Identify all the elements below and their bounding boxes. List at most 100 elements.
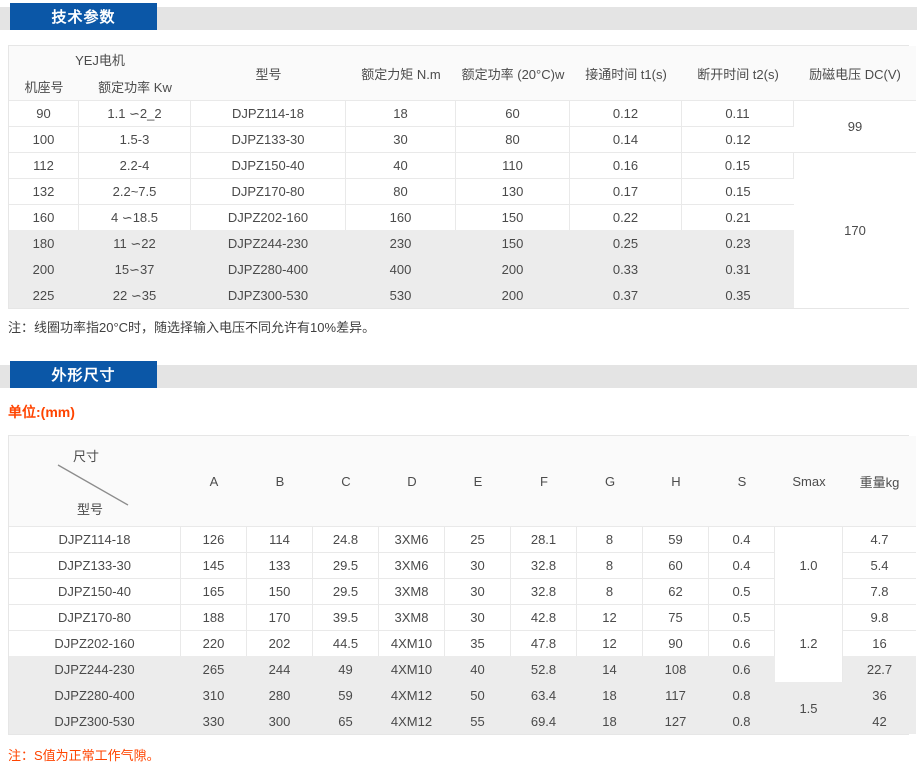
table-cell: 117 [643, 682, 709, 708]
table-cell: 29.5 [313, 578, 379, 604]
table-cell: 3XM6 [379, 526, 445, 552]
table-cell: 0.5 [709, 604, 775, 630]
weight-cell: 4.7 [843, 526, 916, 552]
weight-cell: 16 [843, 630, 916, 656]
table-cell: 133 [247, 552, 313, 578]
tech-col-model: 型号 [191, 46, 346, 100]
table-cell: 114 [247, 526, 313, 552]
table-cell: 230 [346, 230, 456, 256]
dims-col-h: H [643, 436, 709, 526]
table-cell: 4XM10 [379, 656, 445, 682]
dims-table: 尺寸 型号 A B C D E F G H S Smax [9, 436, 916, 734]
weight-cell: 42 [843, 708, 916, 734]
table-cell: 8 [577, 578, 643, 604]
table-cell: 3XM6 [379, 552, 445, 578]
table-cell: 300 [247, 708, 313, 734]
tech-col-frame: 机座号 [9, 73, 79, 100]
table-cell: 8 [577, 552, 643, 578]
tech-table-row: 90 1.1 ∽2_2 DJPZ114-18 18 60 0.12 0.11 99 [9, 100, 916, 152]
dims-table-wrap: 尺寸 型号 A B C D E F G H S Smax [8, 435, 916, 735]
table-cell: 202 [247, 630, 313, 656]
table-cell: 130 [456, 178, 570, 204]
table-cell: 25 [445, 526, 511, 552]
table-cell: 18 [346, 100, 456, 126]
table-cell: 62 [643, 578, 709, 604]
table-cell: 52.8 [511, 656, 577, 682]
dims-table-row: DJPZ300-530 330 300 65 4XM12 55 69.4 18 127 0.8 42 [9, 708, 916, 734]
model-cell: DJPZ170-80 [9, 604, 181, 630]
tech-table-row: 132 2.2~7.5 DJPZ170-80 80 130 0.17 0.15 [9, 178, 916, 204]
table-cell: 3XM8 [379, 604, 445, 630]
table-cell: 18 [577, 708, 643, 734]
tech-table-row: 160 4 ∽18.5 DJPZ202-160 160 150 0.22 0.21 [9, 204, 916, 230]
weight-cell: 22.7 [843, 656, 916, 682]
tech-header-row-1: YEJ电机 型号 额定力矩 N.m 额定功率 (20°C)w 接通时间 t1(s… [9, 46, 916, 100]
table-cell: 0.8 [709, 682, 775, 708]
tech-col-torque: 额定力矩 N.m [346, 46, 456, 100]
table-cell: 0.8 [709, 708, 775, 734]
table-cell: 29.5 [313, 552, 379, 578]
table-cell: 63.4 [511, 682, 577, 708]
table-cell: 180 [9, 230, 79, 256]
table-cell: 1.5-3 [79, 126, 191, 152]
table-cell: 530 [346, 282, 456, 308]
smax-span-cell: 1.2 [775, 604, 843, 682]
table-cell: DJPZ170-80 [191, 178, 346, 204]
table-cell: 90 [643, 630, 709, 656]
table-cell: 4XM12 [379, 708, 445, 734]
model-cell: DJPZ202-160 [9, 630, 181, 656]
table-cell: 4XM12 [379, 682, 445, 708]
table-cell: 0.16 [570, 152, 682, 178]
table-cell: 0.4 [709, 552, 775, 578]
table-cell: 15∽37 [79, 256, 191, 282]
table-cell: 80 [456, 126, 570, 152]
unit-label: 单位:(mm) [8, 404, 75, 420]
model-cell: DJPZ300-530 [9, 708, 181, 734]
table-cell: 59 [313, 682, 379, 708]
dims-title-box: 外形尺寸 [10, 361, 157, 388]
table-cell: 0.23 [682, 230, 794, 256]
dims-col-a: A [181, 436, 247, 526]
table-cell: 170 [247, 604, 313, 630]
table-cell: 60 [643, 552, 709, 578]
model-cell: DJPZ133-30 [9, 552, 181, 578]
tech-table-row: 112 2.2-4 DJPZ150-40 40 110 0.16 0.15 170 [9, 152, 916, 308]
table-cell: DJPZ114-18 [191, 100, 346, 126]
weight-cell: 36 [843, 682, 916, 708]
table-cell: 11 ∽22 [79, 230, 191, 256]
dims-table-row: DJPZ170-80 188 170 39.5 3XM8 30 42.8 12 75 0.5 1.2… [9, 604, 916, 682]
table-cell: 55 [445, 708, 511, 734]
table-cell: 30 [346, 126, 456, 152]
table-cell: 127 [643, 708, 709, 734]
tech-title-box: 技术参数 [10, 3, 157, 30]
table-cell: 160 [346, 204, 456, 230]
dims-table-row: DJPZ202-160 220 202 44.5 4XM10 35 47.8 12 90 0.6 1… [9, 630, 916, 656]
table-cell: 32.8 [511, 578, 577, 604]
tech-table-row: 100 1.5-3 DJPZ133-30 30 80 0.14 0.12 [9, 126, 916, 152]
table-cell: 145 [181, 552, 247, 578]
model-cell: DJPZ280-400 [9, 682, 181, 708]
tech-note: 注：线圈功率指20°C时，随选择输入电压不同允许有10%差异。 [8, 320, 376, 335]
tech-col-power-20c: 额定功率 (20°C)w [456, 46, 570, 100]
tech-col-power-kw: 额定功率 Kw [79, 73, 191, 100]
table-cell: 59 [643, 526, 709, 552]
table-cell: 35 [445, 630, 511, 656]
table-cell: 244 [247, 656, 313, 682]
voltage-span-cell: 99 [794, 100, 916, 152]
table-cell: 0.31 [682, 256, 794, 282]
table-cell: 40 [445, 656, 511, 682]
table-cell: 150 [456, 230, 570, 256]
table-cell: 150 [456, 204, 570, 230]
table-cell: 30 [445, 578, 511, 604]
table-cell: 0.37 [570, 282, 682, 308]
table-cell: DJPZ202-160 [191, 204, 346, 230]
table-cell: 50 [445, 682, 511, 708]
table-cell: 0.12 [682, 126, 794, 152]
table-cell: 0.33 [570, 256, 682, 282]
corner-label-size: 尺寸 [73, 449, 100, 464]
corner-label-model: 型号 [77, 502, 104, 517]
tech-col-t1: 接通时间 t1(s) [570, 46, 682, 100]
table-cell: 22 ∽35 [79, 282, 191, 308]
table-cell: 200 [456, 282, 570, 308]
